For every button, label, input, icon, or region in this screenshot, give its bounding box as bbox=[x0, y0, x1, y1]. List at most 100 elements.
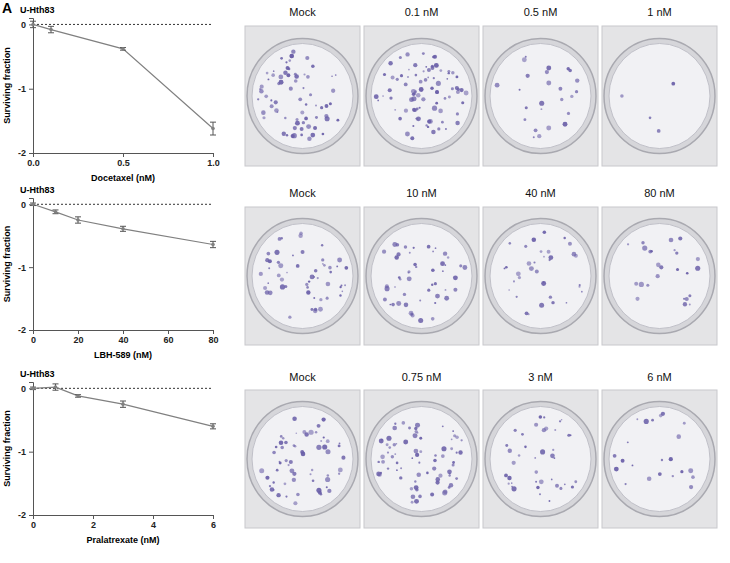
colony bbox=[675, 251, 678, 254]
colony bbox=[551, 479, 553, 481]
colony bbox=[574, 480, 577, 483]
colony bbox=[376, 472, 381, 477]
error-bar-cap bbox=[48, 26, 54, 27]
data-point bbox=[31, 23, 35, 27]
colony bbox=[413, 433, 418, 438]
dish-rim bbox=[604, 219, 715, 334]
colony bbox=[445, 128, 447, 130]
colony bbox=[441, 454, 445, 458]
colony bbox=[317, 424, 321, 428]
colony bbox=[495, 83, 500, 88]
colony bbox=[672, 475, 674, 477]
colony bbox=[399, 476, 402, 479]
y-tick-label: -1 bbox=[18, 263, 26, 273]
colony bbox=[271, 73, 275, 77]
x-tick-mark bbox=[33, 515, 34, 519]
colony bbox=[505, 444, 508, 447]
plate-background bbox=[364, 390, 479, 528]
error-bar-cap bbox=[210, 247, 216, 248]
x-tick: 2 bbox=[91, 515, 96, 530]
colony bbox=[325, 104, 329, 108]
colony bbox=[620, 94, 624, 98]
dish bbox=[490, 224, 591, 329]
y-axis-line bbox=[29, 199, 34, 331]
x-tick-label: 4 bbox=[151, 520, 156, 530]
x-tick-label: 40 bbox=[118, 335, 128, 345]
colony bbox=[379, 439, 384, 444]
colony bbox=[344, 266, 348, 270]
colony bbox=[504, 267, 506, 269]
chart-title: U-Hth83 bbox=[20, 369, 55, 379]
colony bbox=[316, 445, 321, 450]
colony bbox=[431, 65, 434, 68]
colony bbox=[305, 56, 309, 60]
error-bar-cap bbox=[210, 241, 216, 242]
colony bbox=[669, 238, 674, 243]
colony bbox=[300, 134, 303, 137]
colony bbox=[261, 110, 266, 115]
colony bbox=[410, 487, 414, 491]
plate-background bbox=[245, 390, 360, 528]
x-axis-title: Docetaxel (nM) bbox=[91, 173, 155, 183]
colony bbox=[277, 111, 279, 113]
colony bbox=[555, 484, 559, 488]
colony bbox=[537, 134, 541, 138]
colony bbox=[416, 116, 421, 121]
colony bbox=[521, 433, 524, 436]
colony bbox=[435, 247, 437, 249]
colony bbox=[389, 96, 392, 99]
colony bbox=[554, 429, 556, 431]
colony bbox=[422, 52, 425, 55]
colony bbox=[541, 281, 546, 286]
colony bbox=[285, 459, 288, 462]
data-point bbox=[54, 385, 58, 389]
colony bbox=[374, 94, 379, 99]
colony bbox=[407, 270, 410, 273]
colony bbox=[447, 256, 449, 258]
colony bbox=[338, 467, 343, 472]
plate-label: 0.1 nM bbox=[405, 6, 439, 18]
colony bbox=[338, 444, 341, 447]
colony bbox=[280, 57, 283, 60]
colony bbox=[448, 474, 450, 476]
plate-label: 10 nM bbox=[406, 187, 437, 199]
colony bbox=[546, 126, 551, 131]
x-tick: 4 bbox=[151, 515, 156, 530]
colony bbox=[414, 485, 419, 490]
colony bbox=[306, 124, 311, 129]
colony bbox=[306, 286, 309, 289]
colony bbox=[647, 476, 652, 481]
colony bbox=[561, 419, 563, 421]
colony bbox=[680, 470, 683, 473]
y-axis-title: Surviving fraction bbox=[2, 226, 12, 303]
colony bbox=[402, 421, 406, 425]
colony bbox=[433, 459, 437, 463]
colony bbox=[270, 104, 274, 108]
colony bbox=[323, 264, 326, 267]
colony bbox=[394, 453, 396, 455]
colony bbox=[648, 250, 652, 254]
y-axis: 0-1-2 bbox=[18, 199, 34, 336]
x-tick-mark bbox=[213, 153, 214, 157]
y-axis: 0-1-2 bbox=[18, 383, 34, 521]
colony bbox=[339, 286, 341, 288]
colony bbox=[695, 266, 700, 271]
colony bbox=[327, 489, 331, 493]
x-tick-mark bbox=[153, 515, 154, 519]
colony bbox=[451, 71, 454, 74]
colony bbox=[634, 282, 638, 286]
plate-label: Mock bbox=[289, 187, 316, 199]
colony bbox=[407, 276, 412, 281]
colony bbox=[285, 61, 287, 63]
y-tick-mark bbox=[29, 452, 33, 453]
colony bbox=[391, 455, 394, 458]
colony bbox=[436, 81, 441, 86]
colony bbox=[661, 459, 663, 461]
colony bbox=[430, 87, 433, 90]
colony bbox=[456, 90, 460, 94]
error-bar-cap bbox=[30, 21, 36, 22]
y-tick-mark bbox=[29, 153, 33, 154]
colony bbox=[572, 252, 577, 257]
colony bbox=[398, 117, 402, 121]
colony bbox=[435, 294, 440, 299]
